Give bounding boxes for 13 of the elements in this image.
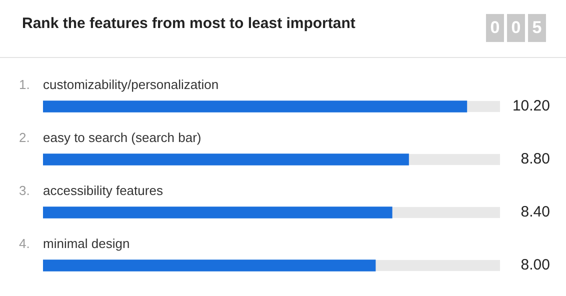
y-tick-label: minimal design: [43, 236, 130, 252]
y-tick-label: customizability/personalization: [43, 77, 219, 92]
chart-title: Rank the features from most to least important: [22, 15, 356, 32]
text: 3.: [19, 183, 30, 198]
y-tick-label: easy to search (search bar): [43, 130, 202, 146]
text: 4.: [19, 236, 30, 252]
data-label: 8.80: [520, 150, 550, 168]
text: 2.: [19, 130, 30, 146]
data-label: 8.40: [520, 204, 550, 221]
text: 1.: [19, 77, 30, 92]
y-tick-label: accessibility features: [43, 183, 164, 198]
data-label: 10.20: [512, 98, 550, 115]
data-label: 8.00: [520, 256, 550, 274]
